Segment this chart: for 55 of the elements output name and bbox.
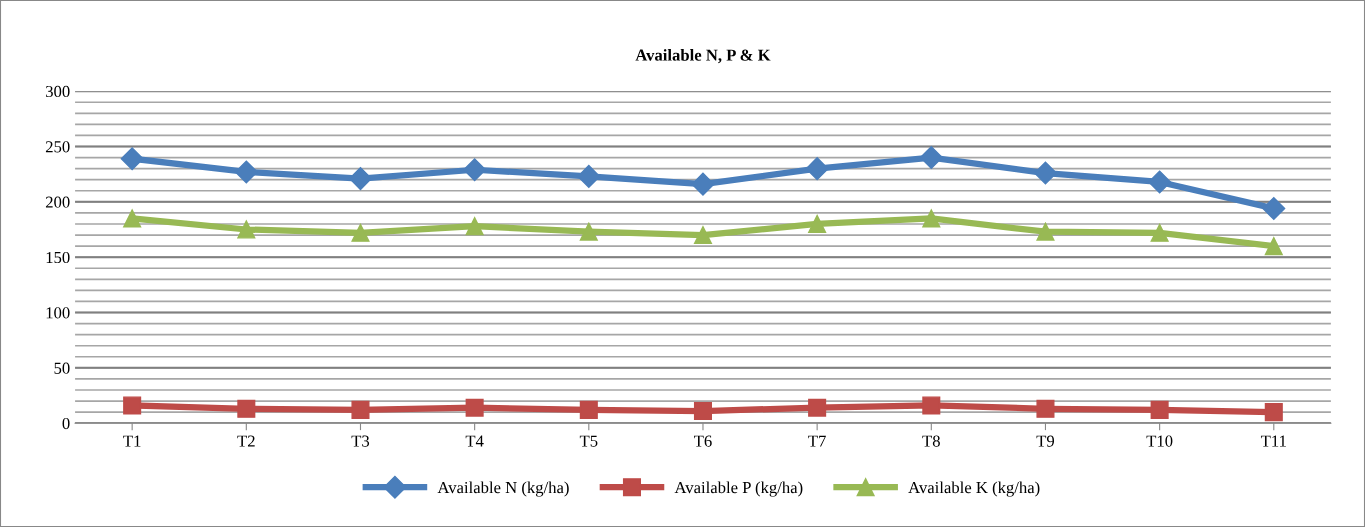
point bbox=[1033, 161, 1057, 185]
y-tick-label: 50 bbox=[54, 362, 70, 374]
point bbox=[922, 396, 941, 415]
point bbox=[693, 226, 713, 245]
point bbox=[1148, 170, 1172, 194]
x-tick-label: T4 bbox=[465, 435, 484, 447]
y-tick-label: 0 bbox=[62, 417, 70, 430]
x-tick-label: T2 bbox=[237, 435, 255, 447]
point bbox=[805, 157, 829, 181]
point bbox=[465, 398, 484, 417]
point bbox=[579, 222, 598, 241]
point bbox=[351, 223, 370, 242]
point bbox=[1150, 223, 1169, 242]
x-tick-label: T7 bbox=[808, 435, 826, 447]
point bbox=[123, 209, 142, 228]
x-tick-label: T3 bbox=[351, 435, 370, 447]
x-tick-label: T11 bbox=[1260, 435, 1286, 447]
point bbox=[919, 146, 943, 170]
point bbox=[237, 220, 256, 239]
point bbox=[1150, 400, 1169, 419]
point bbox=[1264, 403, 1283, 422]
point bbox=[237, 399, 256, 418]
x-tick-label: T1 bbox=[123, 435, 141, 447]
y-tick-label: 300 bbox=[46, 85, 70, 98]
point bbox=[577, 164, 601, 188]
point bbox=[1264, 237, 1283, 256]
point bbox=[351, 400, 370, 419]
y-tick-label: 250 bbox=[45, 141, 70, 153]
x-tick-label: T5 bbox=[579, 435, 598, 447]
legend-label: Available K (kg/ha) bbox=[908, 481, 1040, 497]
point bbox=[1036, 222, 1055, 241]
legend-label: Available N (kg/ha) bbox=[437, 481, 569, 497]
x-tick-label: T6 bbox=[694, 435, 712, 447]
point bbox=[808, 214, 827, 234]
point bbox=[348, 167, 372, 191]
point bbox=[120, 147, 144, 171]
y-tick-label: 150 bbox=[46, 251, 70, 264]
point bbox=[465, 217, 484, 236]
x-tick-label: T8 bbox=[922, 435, 940, 447]
point bbox=[808, 398, 827, 417]
point bbox=[234, 160, 258, 184]
x-tick-label: T10 bbox=[1146, 435, 1173, 447]
point bbox=[693, 401, 713, 421]
y-tick-label: 200 bbox=[45, 196, 70, 208]
point bbox=[579, 400, 598, 419]
x-tick-label: T9 bbox=[1036, 435, 1055, 447]
point bbox=[1036, 399, 1055, 418]
chart-title: Available N, P & K bbox=[635, 49, 771, 64]
point bbox=[1262, 196, 1286, 220]
point bbox=[123, 396, 142, 415]
y-tick-label: 100 bbox=[46, 307, 70, 319]
legend-label: Available P (kg/ha) bbox=[674, 481, 803, 497]
point bbox=[463, 158, 487, 182]
point bbox=[691, 172, 715, 196]
point bbox=[922, 209, 941, 228]
